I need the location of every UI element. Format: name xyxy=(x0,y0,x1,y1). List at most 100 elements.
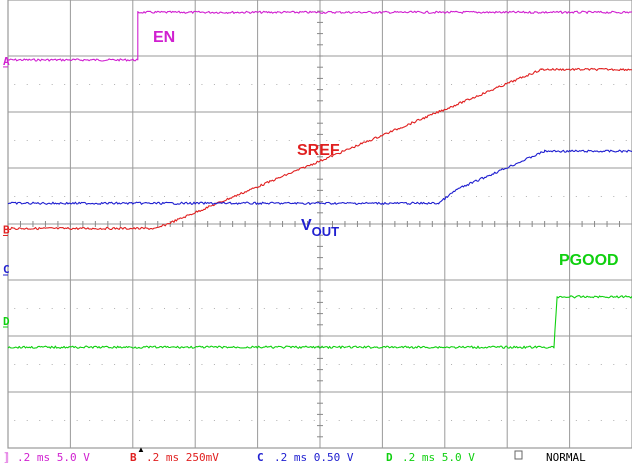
grid-dot xyxy=(51,84,53,85)
grid-dot xyxy=(426,364,428,365)
grid-dot xyxy=(76,364,78,365)
grid-dot xyxy=(388,364,390,365)
grid-dot xyxy=(26,308,28,309)
grid-dot xyxy=(613,84,615,85)
grid-dot xyxy=(388,196,390,197)
grid-dot xyxy=(363,420,365,421)
grid-dot xyxy=(426,420,428,421)
grid-dot xyxy=(89,140,91,141)
status-a-text: .2 ms 5.0 V xyxy=(17,451,90,464)
grid-dot xyxy=(563,140,565,141)
grid-dot xyxy=(139,308,141,309)
grid-dot xyxy=(488,364,490,365)
grid-dot xyxy=(238,364,240,365)
grid-dot xyxy=(363,84,365,85)
grid-dot xyxy=(64,84,66,85)
grid-dot xyxy=(588,140,590,141)
grid-dot xyxy=(226,140,228,141)
grid-dot xyxy=(238,308,240,309)
channel-marker-b: B xyxy=(3,223,10,236)
grid-dot xyxy=(313,420,315,421)
grid-dot xyxy=(213,364,215,365)
grid-dot xyxy=(263,140,265,141)
grid-dot xyxy=(301,140,303,141)
grid-dot xyxy=(201,308,203,309)
grid-dot xyxy=(351,364,353,365)
grid-dot xyxy=(338,308,340,309)
grid-dot xyxy=(301,420,303,421)
grid-dot xyxy=(488,308,490,309)
grid-dot xyxy=(376,140,378,141)
grid-dot xyxy=(39,140,41,141)
grid-dot xyxy=(188,364,190,365)
grid-dot xyxy=(538,140,540,141)
grid-dot xyxy=(326,140,328,141)
grid-dot xyxy=(251,308,253,309)
grid-dot xyxy=(451,308,453,309)
grid-dot xyxy=(338,140,340,141)
grid-dot xyxy=(376,84,378,85)
grid-dot xyxy=(213,420,215,421)
grid-dot xyxy=(89,84,91,85)
grid-dot xyxy=(164,420,165,421)
grid-dot xyxy=(600,84,602,85)
grid-dot xyxy=(101,308,103,309)
grid-dot xyxy=(476,84,477,85)
grid-dot xyxy=(463,196,465,197)
grid-dot xyxy=(613,308,615,309)
grid-dot xyxy=(538,196,540,197)
grid-dot xyxy=(413,196,415,197)
grid-dot xyxy=(188,84,190,85)
grid-dot xyxy=(388,420,390,421)
grid-dot xyxy=(463,364,465,365)
grid-dot xyxy=(301,196,303,197)
grid-dot xyxy=(488,84,490,85)
grid-dot xyxy=(276,196,278,197)
grid-dot xyxy=(313,140,315,141)
grid-dot xyxy=(64,140,66,141)
grid-dot xyxy=(363,140,365,141)
grid-dot xyxy=(351,84,353,85)
grid-dot xyxy=(276,364,278,365)
grid-dot xyxy=(101,84,103,85)
vout-main: V xyxy=(301,217,312,234)
grid-dot xyxy=(301,84,303,85)
grid-dot xyxy=(463,420,465,421)
grid-dot xyxy=(338,420,340,421)
grid-dot xyxy=(513,196,515,197)
grid-dot xyxy=(538,364,540,365)
grid-dot xyxy=(500,364,502,365)
grid-dot xyxy=(613,420,615,421)
grid-dot xyxy=(313,364,315,365)
grid-dot xyxy=(39,196,41,197)
grid-dot xyxy=(114,84,116,85)
grid-dot xyxy=(438,308,440,309)
grid-dot xyxy=(139,140,141,141)
channel-marker-a: A xyxy=(3,55,10,68)
grid-dot xyxy=(363,308,365,309)
grid-dot xyxy=(226,308,228,309)
grid-dot xyxy=(488,196,490,197)
grid-dot xyxy=(513,364,515,365)
grid-dot xyxy=(538,420,540,421)
status-b-text: .2 ms 250mV xyxy=(146,451,219,464)
grid-dot xyxy=(426,140,428,141)
grid-dot xyxy=(451,84,453,85)
grid-dot xyxy=(151,140,153,141)
grid-dot xyxy=(76,84,78,85)
grid-dot xyxy=(188,420,190,421)
grid-dot xyxy=(376,364,378,365)
grid-dot xyxy=(438,420,440,421)
grid-dot xyxy=(500,308,502,309)
grid-dot xyxy=(251,84,253,85)
grid-dot xyxy=(114,420,116,421)
grid-dot xyxy=(588,84,590,85)
grid-dot xyxy=(14,420,16,421)
grid-dot xyxy=(164,308,165,309)
grid-dot xyxy=(151,196,153,197)
grid-dot xyxy=(14,196,16,197)
grid-dot xyxy=(151,364,153,365)
grid-dot xyxy=(288,196,290,197)
grid-dot xyxy=(500,140,502,141)
